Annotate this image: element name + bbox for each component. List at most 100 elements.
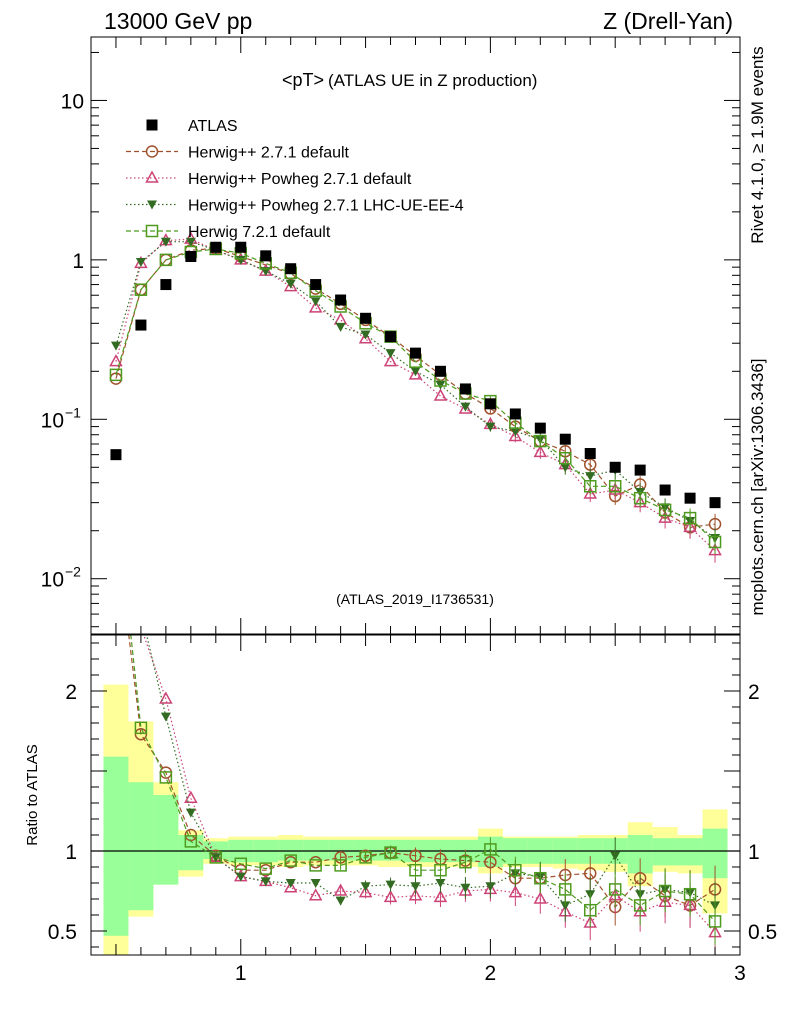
band-inner (303, 839, 329, 861)
point-data (559, 433, 571, 445)
legend-marker (147, 200, 157, 210)
point-powheg_ee4 (310, 297, 321, 307)
ratio-point-powheg_ee4 (610, 851, 621, 861)
main-y-tick-exponent: −2 (65, 564, 81, 580)
point-herwig7 (109, 368, 123, 382)
point-data (410, 347, 421, 359)
point-data (235, 241, 247, 253)
x-tick-label: 1 (235, 962, 247, 985)
point-powheg_ee4 (510, 427, 521, 437)
point-data (609, 461, 621, 473)
point-herwig7 (159, 253, 173, 267)
main-y-tick-label: 10 (41, 569, 64, 592)
ratio-point-powheg_ee4 (360, 882, 371, 892)
ratio-point-herwig7 (534, 871, 547, 885)
point-powheg (408, 367, 423, 380)
point-data (484, 398, 496, 410)
band-inner (677, 838, 703, 866)
ratio-point-herwigpp (409, 849, 422, 863)
legend-label: Herwig++ Powheg 2.7.1 default (188, 171, 412, 188)
point-powheg_ee4 (560, 463, 571, 473)
ratio-point-powheg (308, 888, 323, 901)
ratio-point-powheg_ee4 (485, 882, 496, 892)
point-data (135, 319, 147, 331)
band-inner (652, 838, 678, 866)
ratio-point-herwig7 (583, 903, 597, 917)
point-powheg (308, 300, 323, 313)
point-data (160, 279, 172, 291)
point-powheg_ee4 (335, 322, 346, 332)
ratio-point-powheg_ee4 (310, 879, 321, 888)
ratio-panel: 0.5 0.5 1 1 2 2 1 2 3 Ratio to ATLAS (24, 634, 777, 985)
ratio-plot-area (91, 635, 740, 955)
ratio-point-herwig7 (209, 851, 223, 864)
series-data (110, 241, 721, 509)
ratio-point-herwig7 (409, 863, 422, 877)
point-powheg_ee4 (110, 341, 121, 351)
ratio-frame (90, 634, 741, 956)
legend-marker (145, 145, 159, 158)
point-herwig7 (658, 503, 672, 517)
point-powheg_ee4 (585, 472, 596, 482)
point-powheg_ee4 (135, 257, 146, 267)
band-inner (103, 756, 129, 936)
point-herwig7 (534, 434, 547, 448)
mcplots-label: mcplots.cern.ch [arXiv:1306.3436] (748, 358, 767, 615)
point-herwig7 (633, 491, 647, 505)
point-data (260, 250, 272, 262)
ratio-point-herwigpp (134, 727, 148, 741)
ratio-point-herwig7 (309, 859, 322, 872)
point-data (584, 448, 596, 460)
point-data (335, 294, 347, 306)
point-powheg (708, 543, 722, 556)
legend-item-powheg_ee4: Herwig++ Powheg 2.7.1 LHC-UE-EE-4 (126, 198, 464, 215)
main-y-tick-label: 10 (41, 409, 64, 432)
point-data (110, 449, 122, 461)
point-powheg_ee4 (160, 237, 171, 247)
point-powheg_ee4 (185, 237, 196, 247)
ratio-point-powheg (283, 880, 298, 893)
ratio-point-herwig7 (459, 855, 472, 869)
x-tick-label: 2 (485, 962, 497, 985)
ratio-point-herwig7 (384, 846, 397, 859)
legend-label: Herwig++ Powheg 2.7.1 LHC-UE-EE-4 (188, 198, 464, 215)
ratio-y-tick-label-right: 1 (748, 841, 760, 864)
main-plot-area (109, 231, 722, 563)
ratio-point-powheg_ee4 (385, 880, 396, 890)
point-powheg (358, 331, 373, 344)
point-herwig7 (608, 480, 622, 493)
legend-item-powheg: Herwig++ Powheg 2.7.1 default (126, 170, 412, 188)
point-powheg_ee4 (360, 330, 371, 340)
main-axis-ticks (90, 37, 741, 634)
ratio-point-herwig7 (259, 862, 272, 875)
ratio-tick-labels: 0.5 0.5 1 1 2 2 1 2 3 (48, 681, 777, 985)
ratio-point-herwig7 (633, 899, 647, 912)
band-inner (278, 839, 304, 861)
point-herwig7 (583, 480, 597, 493)
ratio-series-herwig7 (130, 635, 722, 946)
ratio-point-herwig7 (434, 863, 447, 877)
ratio-point-powheg (184, 790, 198, 803)
legend-label: Herwig++ 2.7.1 default (188, 145, 350, 162)
point-data (210, 241, 222, 253)
ratio-point-herwig7 (559, 883, 572, 896)
point-powheg_ee4 (285, 279, 296, 289)
legend-item-herwigpp: Herwig++ 2.7.1 default (126, 145, 350, 162)
ratio-y-tick-label-right: 0.5 (748, 921, 777, 944)
point-powheg_ee4 (385, 349, 396, 359)
point-data (459, 383, 471, 395)
point-data (684, 492, 696, 504)
ratio-point-powheg (508, 885, 523, 898)
point-data (659, 484, 671, 496)
point-data (385, 331, 397, 343)
ratio-point-powheg_ee4 (335, 896, 346, 906)
ratio-series-powheg_ee4 (145, 635, 721, 930)
chart-header: 13000 GeV pp Z (Drell-Yan) (104, 8, 733, 34)
legend-label: Herwig 7.2.1 default (188, 224, 331, 241)
legend-item-herwig7: Herwig 7.2.1 default (126, 224, 331, 241)
ratio-point-powheg_ee4 (260, 877, 271, 887)
main-y-tick-label: 1 (72, 250, 84, 273)
legend-marker (145, 170, 159, 183)
point-herwig7 (134, 283, 148, 296)
